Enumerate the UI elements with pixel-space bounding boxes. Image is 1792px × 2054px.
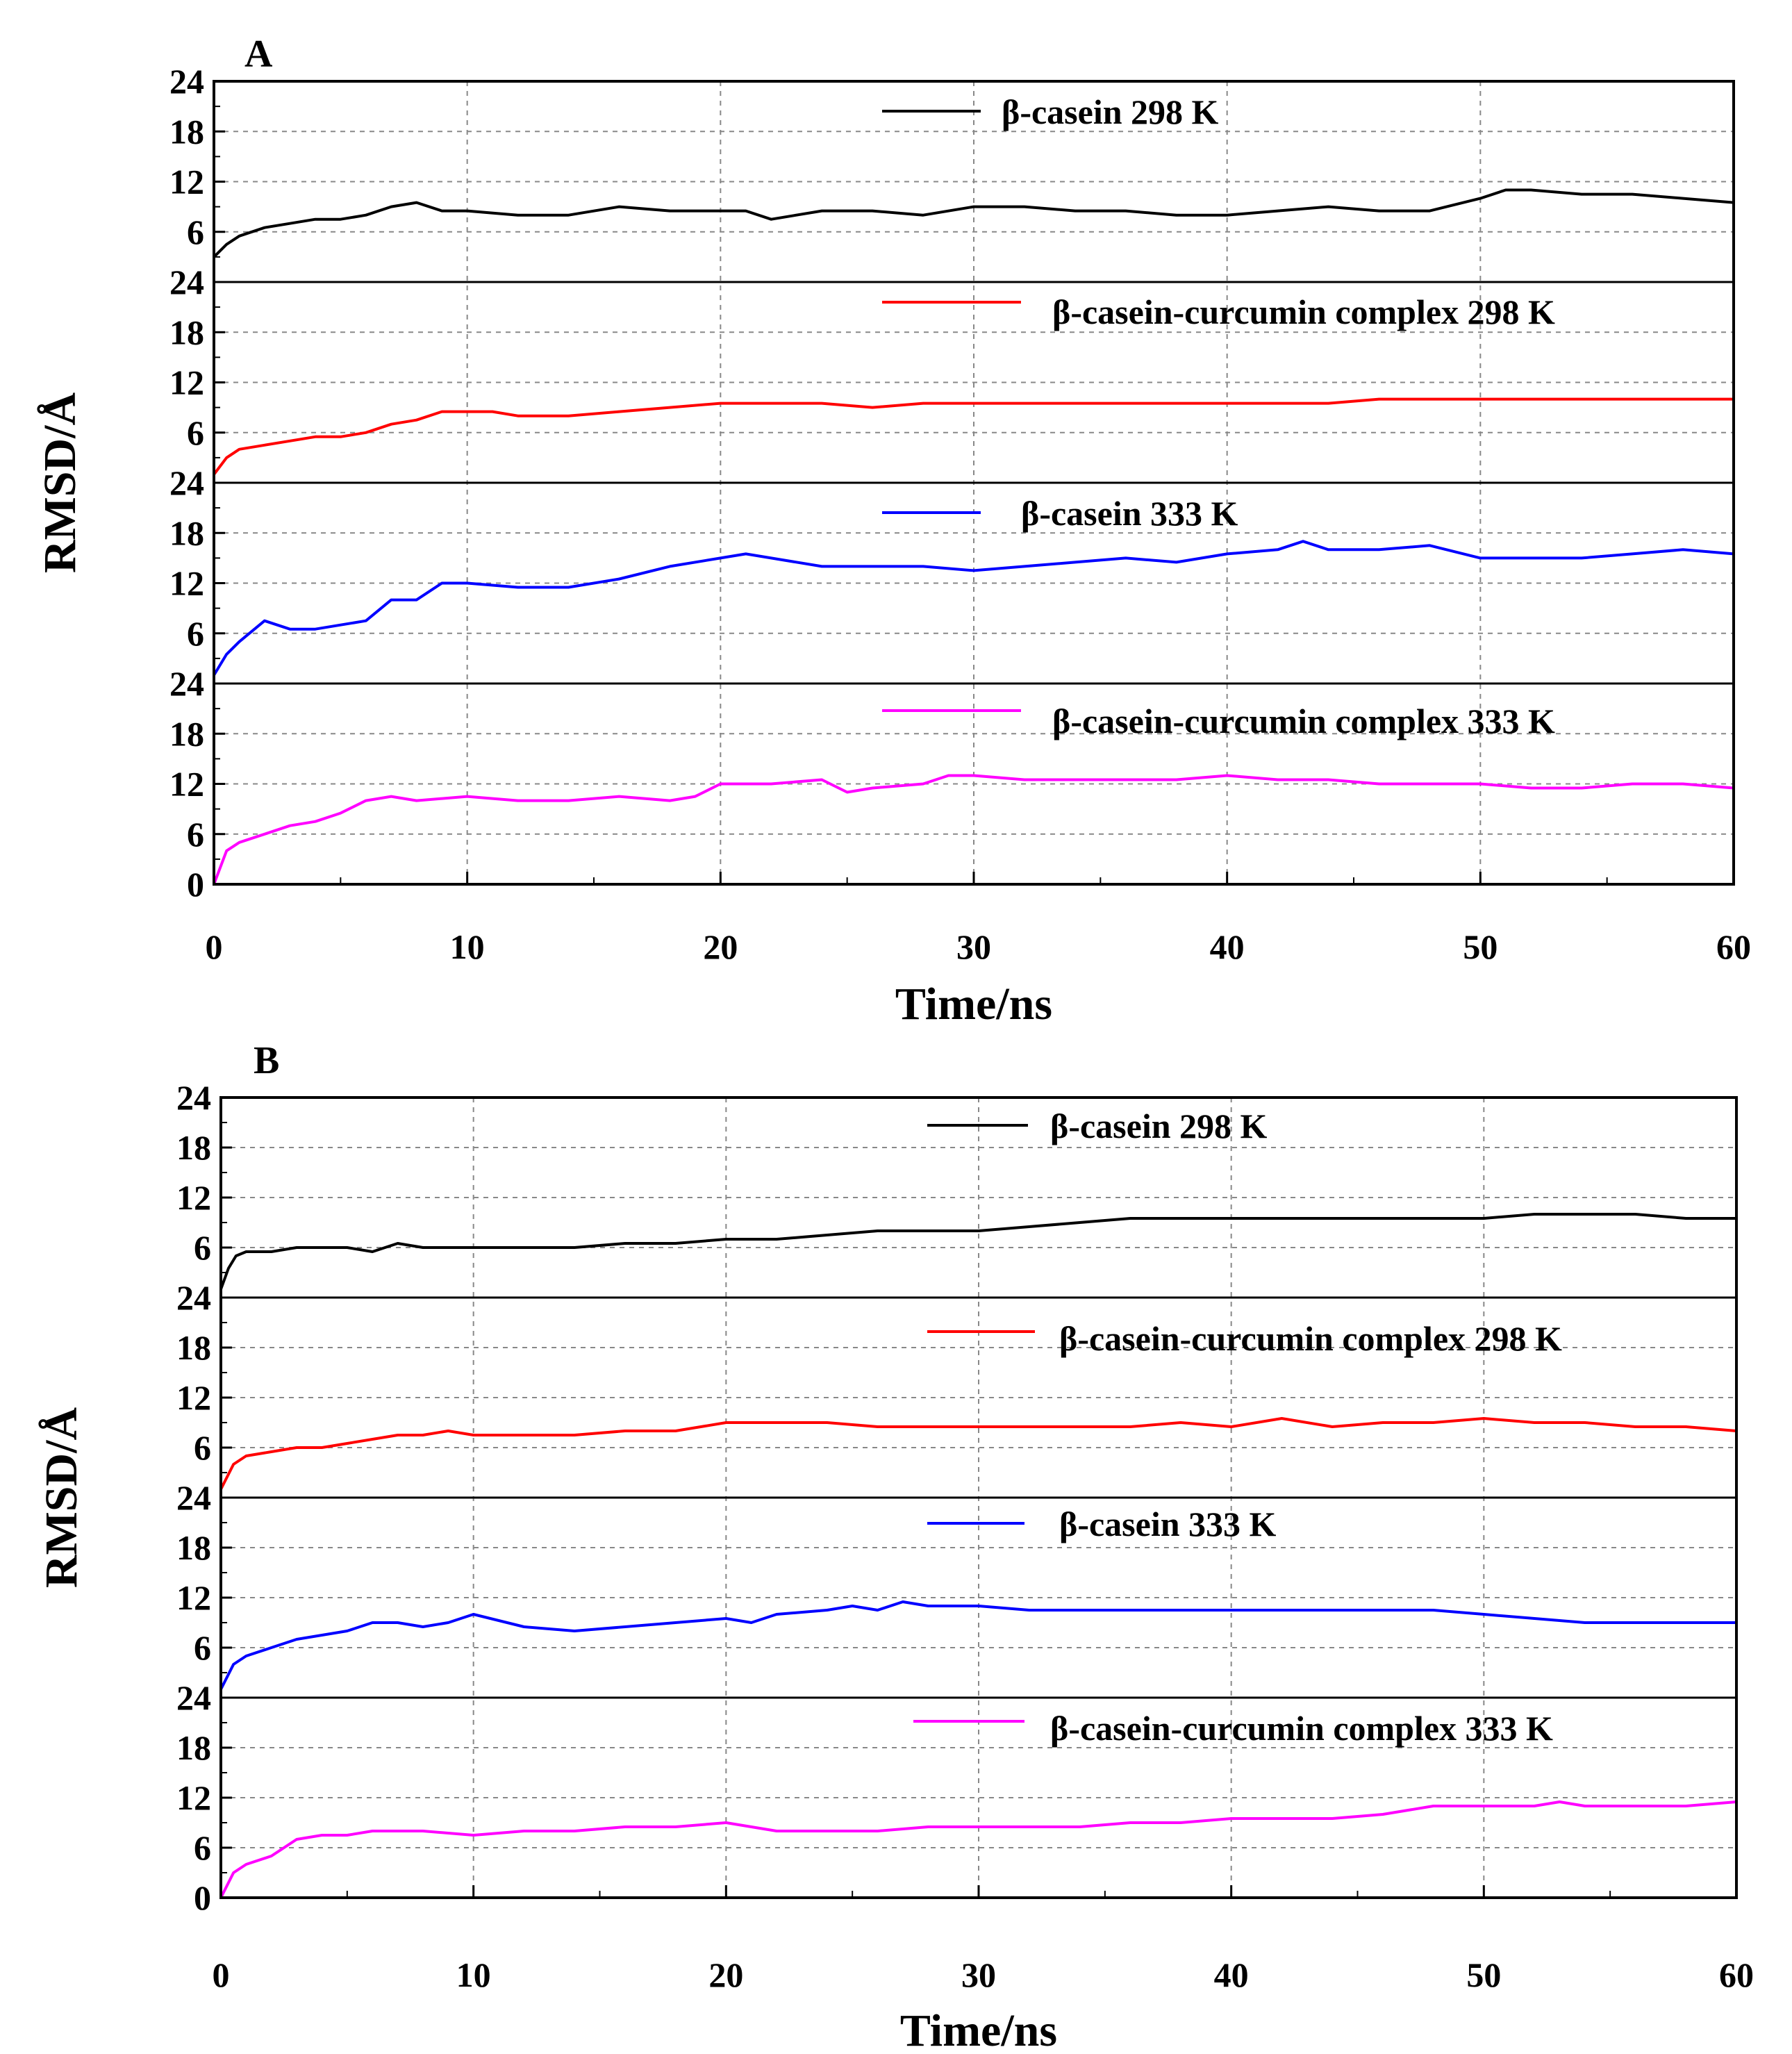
y-axis-title: RMSD/Å <box>35 392 85 574</box>
y-tick-label: 12 <box>176 1178 211 1217</box>
legend-label: β-casein 298 K <box>1050 1107 1268 1145</box>
y-tick-label: 24 <box>176 1678 211 1717</box>
y-tick-label: 6 <box>187 213 204 251</box>
x-tick-label: 40 <box>1210 927 1245 966</box>
series-line <box>219 1800 1737 1898</box>
y-tick-label: 18 <box>176 1728 211 1767</box>
panel-label: B <box>254 1039 279 1082</box>
x-axis-title: Time/ns <box>900 2005 1057 2054</box>
y-tick-label: 12 <box>176 1578 211 1617</box>
y-tick-label: 24 <box>169 263 204 301</box>
y-tick-label: 18 <box>176 1128 211 1167</box>
y-tick-label: 24 <box>176 1278 211 1317</box>
y-tick-label: 12 <box>169 363 204 402</box>
y-tick-label: 24 <box>176 1078 211 1117</box>
y-tick-label: 12 <box>169 765 204 804</box>
y-tick-label: 18 <box>176 1328 211 1367</box>
x-tick-label: 30 <box>956 927 991 966</box>
y-tick-label: 6 <box>194 1828 211 1867</box>
y-tick-label: 18 <box>169 714 204 753</box>
x-tick-label: 30 <box>961 1955 996 1994</box>
x-tick-label: 60 <box>1716 927 1751 966</box>
y-tick-label: 12 <box>169 564 204 603</box>
y-tick-label: 12 <box>169 163 204 201</box>
series-line <box>219 1600 1736 1690</box>
y-tick-label: 18 <box>176 1528 211 1567</box>
y-tick-label: 24 <box>169 664 204 703</box>
y-tick-label: 0 <box>187 865 204 904</box>
y-tick-label: 18 <box>169 313 204 351</box>
x-tick-label: 20 <box>708 1955 743 1994</box>
legend-label: β-casein 298 K <box>1002 92 1219 131</box>
panel-label: A <box>244 33 273 76</box>
y-tick-label: 18 <box>169 513 204 552</box>
y-tick-label: 24 <box>169 62 204 101</box>
y-axis-title: RMSD/Å <box>36 1407 87 1589</box>
series-line <box>219 1213 1736 1290</box>
subplot-4: 24 18 12 6 0 β-casein-curcumin complex 333 K <box>169 664 1734 904</box>
x-tick-label: 0 <box>213 1955 230 1994</box>
series-line <box>213 540 1734 677</box>
subplot-3: 24 18 12 6 β-casein 333 K <box>176 1478 1736 1690</box>
x-tick-label: 50 <box>1466 1955 1501 1994</box>
y-tick-label: 24 <box>176 1478 211 1517</box>
legend-label: β-casein-curcumin complex 333 K <box>1052 702 1555 740</box>
subplot-4: 24 18 12 6 0 β-casein-curcumin complex 333 K <box>176 1678 1737 1917</box>
chart-panel-B: B 24 18 12 6 β-casein 298 K 24 18 12 6 β-casein-cu… <box>36 1039 1754 2054</box>
legend-label: β-casein 333 K <box>1021 494 1238 533</box>
y-tick-label: 6 <box>194 1428 211 1467</box>
x-tick-label: 10 <box>456 1955 491 1994</box>
series-line <box>213 397 1734 476</box>
y-tick-label: 12 <box>176 1378 211 1417</box>
y-tick-label: 0 <box>194 1878 211 1917</box>
series-line <box>213 774 1734 885</box>
y-tick-label: 6 <box>187 614 204 653</box>
x-tick-label: 50 <box>1463 927 1498 966</box>
y-tick-label: 6 <box>194 1628 211 1667</box>
subplot-2: 24 18 12 6 β-casein-curcumin complex 298 K <box>169 263 1734 476</box>
y-tick-label: 6 <box>187 413 204 452</box>
subplot-1: 24 18 12 6 β-casein 298 K <box>176 1078 1736 1290</box>
y-tick-label: 18 <box>169 112 204 151</box>
legend-label: β-casein-curcumin complex 298 K <box>1052 292 1555 331</box>
x-axis-title: Time/ns <box>895 979 1052 1029</box>
y-tick-label: 6 <box>187 815 204 854</box>
subplot-1: 24 18 12 6 β-casein 298 K <box>169 62 1734 258</box>
subplot-3: 24 18 12 6 β-casein 333 K <box>169 463 1734 677</box>
y-tick-label: 6 <box>194 1228 211 1267</box>
x-tick-label: 40 <box>1214 1955 1249 1994</box>
y-tick-label: 12 <box>176 1778 211 1817</box>
x-tick-label: 0 <box>206 927 223 966</box>
series-line <box>213 188 1734 258</box>
x-tick-label: 20 <box>703 927 738 966</box>
legend-label: β-casein 333 K <box>1059 1505 1277 1543</box>
subplot-2: 24 18 12 6 β-casein-curcumin complex 298 K <box>176 1278 1737 1490</box>
series-line <box>219 1417 1737 1490</box>
x-tick-label: 60 <box>1719 1955 1754 1994</box>
chart-panel-A: A 24 18 12 6 β-casein 298 K 24 18 12 6 β-casein-cu… <box>35 33 1751 1029</box>
legend-label: β-casein-curcumin complex 298 K <box>1059 1319 1562 1358</box>
y-tick-label: 24 <box>169 463 204 502</box>
legend-label: β-casein-curcumin complex 333 K <box>1050 1709 1553 1748</box>
x-tick-label: 10 <box>450 927 485 966</box>
